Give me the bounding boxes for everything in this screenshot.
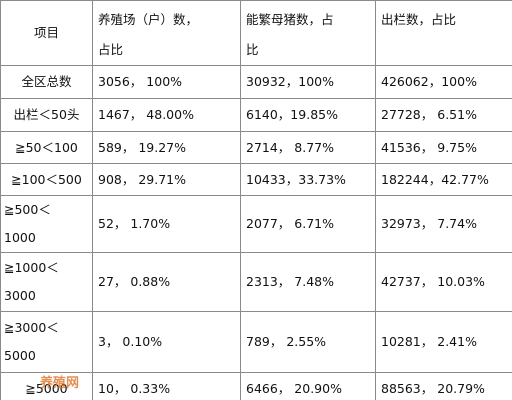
table-cell: 789， 2.55% [240,311,376,373]
table-row: ≧3000＜ 5000 3， 0.10% 789， 2.55% 10281， 2.41… [0,311,512,373]
table-cell: 32973， 7.74% [375,195,512,253]
row-label: ≧500＜ 1000 [0,195,93,253]
table-cell: 6140，19.85% [240,98,376,132]
table-cell: 42737， 10.03% [375,252,512,312]
table-cell: 6466， 20.90% [240,372,376,400]
row-label: ≧50＜100 [0,131,93,164]
row-label: ≧5000 [0,372,93,400]
table-cell: 2313， 7.48% [240,252,376,312]
watermark: 养殖网 [40,376,80,391]
table-cell: 10281， 2.41% [375,311,512,373]
table-row: ≧1000＜ 3000 27， 0.88% 2313， 7.48% 42737， 10… [0,252,512,312]
table-cell: 1467， 48.00% [92,98,241,132]
header-cell: 项目 [0,0,93,66]
table-cell: 182244，42.77% [375,163,512,196]
row-label: 全区总数 [0,65,93,99]
row-label: 出栏＜50头 [0,98,93,132]
table-cell: 2077， 6.71% [240,195,376,253]
table-cell: 30932，100% [240,65,376,99]
header-row: 项目 养殖场（户）数， 占比 能繁母猪数，占 比出栏数，占比 [0,0,512,66]
table-cell: 41536， 9.75% [375,131,512,164]
header-cell: 能繁母猪数，占 比 [240,0,376,66]
row-label: ≧3000＜ 5000 [0,311,93,373]
table-row: ≧5000 10， 0.33% 6466， 20.90% 88563， 20.79% [0,372,512,400]
table-cell: 10433，33.73% [240,163,376,196]
table-cell: 2714， 8.77% [240,131,376,164]
table-cell: 27， 0.88% [92,252,241,312]
table-cell: 52， 1.70% [92,195,241,253]
table-cell: 3， 0.10% [92,311,241,373]
table-cell: 589， 19.27% [92,131,241,164]
table-row: ≧50＜100 589， 19.27% 2714， 8.77% 41536， 9.75… [0,131,512,164]
table-row: 出栏＜50头 1467， 48.00% 6140，19.85% 27728， 6.51… [0,98,512,132]
header-cell: 养殖场（户）数， 占比 [92,0,241,66]
row-label: ≧1000＜ 3000 [0,252,93,312]
row-label: ≧100＜500 [0,163,93,196]
header-cell: 出栏数，占比 [375,0,512,66]
table-cell: 908， 29.71% [92,163,241,196]
table-cell: 426062，100% [375,65,512,99]
table-cell: 10， 0.33% [92,372,241,400]
table-cell: 3056， 100% [92,65,241,99]
table-cell: 27728， 6.51% [375,98,512,132]
table-row: ≧100＜500 908， 29.71% 10433，33.73% 182244，42… [0,163,512,196]
table-row: ≧500＜ 1000 52， 1.70% 2077， 6.71% 32973， 7.7… [0,195,512,253]
table-row: 全区总数 3056， 100% 30932，100% 426062，100% [0,65,512,99]
table-cell: 88563， 20.79% [375,372,512,400]
